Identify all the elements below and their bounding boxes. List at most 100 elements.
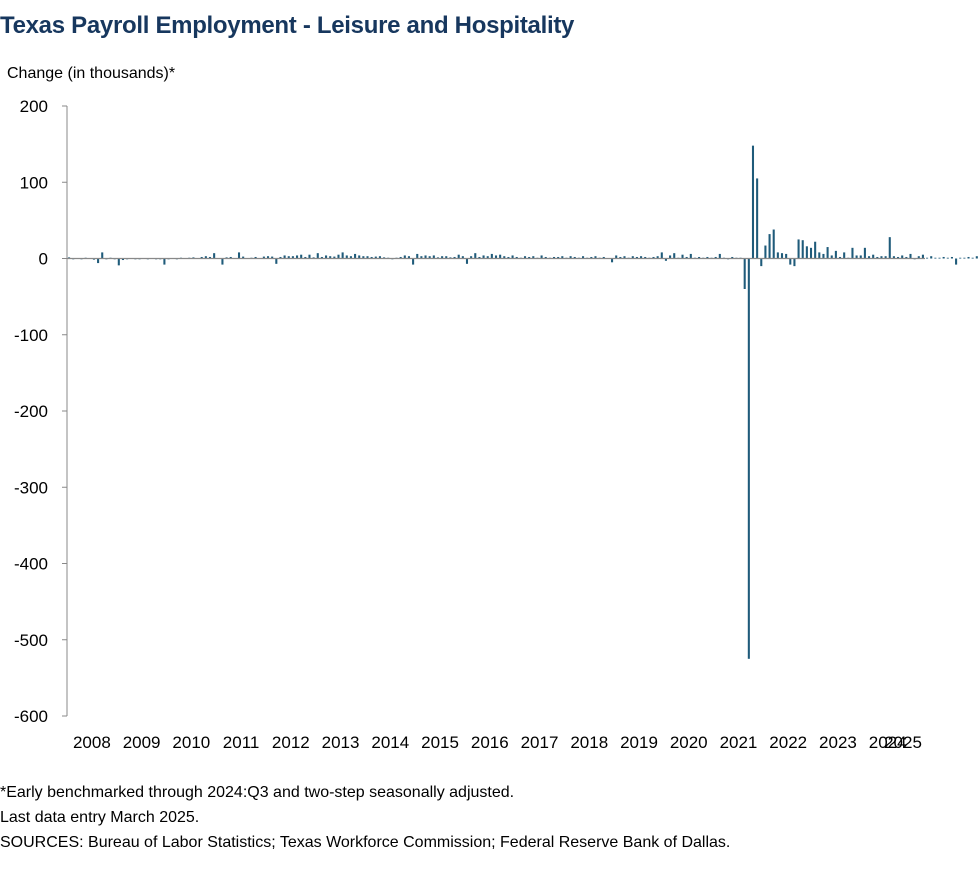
x-tick-label: 2017 — [521, 733, 559, 752]
bar — [669, 255, 672, 259]
bar — [747, 258, 750, 659]
bar — [698, 256, 701, 259]
bar — [955, 258, 958, 265]
bar — [805, 246, 808, 259]
bar — [457, 254, 460, 259]
bar — [416, 253, 419, 259]
bar — [287, 256, 290, 259]
bar — [333, 256, 336, 259]
y-tick-label: -200 — [14, 402, 48, 421]
bar — [461, 256, 464, 259]
bar — [279, 256, 282, 259]
bar — [573, 256, 576, 259]
x-tick-label: 2008 — [73, 733, 111, 752]
bar — [714, 256, 717, 259]
bar — [242, 256, 245, 259]
bar — [366, 256, 369, 259]
bar — [557, 256, 560, 259]
y-tick-label: 200 — [20, 97, 48, 116]
bar — [855, 255, 858, 259]
bar — [370, 256, 373, 259]
y-tick-label: 0 — [39, 250, 48, 269]
bar — [743, 258, 746, 289]
bar — [291, 256, 294, 259]
bar — [470, 256, 473, 259]
bar — [424, 255, 427, 259]
bar — [378, 256, 381, 259]
bar — [644, 256, 647, 259]
x-tick-label: 2014 — [371, 733, 409, 752]
y-tick-label: -500 — [14, 631, 48, 650]
bar — [631, 256, 634, 259]
bar — [793, 258, 796, 267]
bar — [499, 254, 502, 259]
bar — [760, 258, 763, 267]
bar — [897, 256, 900, 259]
bar — [797, 239, 800, 259]
bar — [921, 254, 924, 259]
footnote-adjustment: *Early benchmarked through 2024:Q3 and t… — [0, 784, 515, 801]
x-tick-label: 2016 — [471, 733, 509, 752]
bar — [503, 256, 506, 259]
bar — [354, 253, 357, 259]
bar — [561, 256, 564, 259]
y-tick-label: -400 — [14, 555, 48, 574]
bar — [635, 256, 638, 259]
bar — [640, 256, 643, 259]
bar — [349, 256, 352, 259]
bar — [785, 253, 788, 259]
x-tick-label: 2022 — [769, 733, 807, 752]
bar — [403, 255, 406, 259]
bar — [660, 252, 663, 259]
bar — [706, 256, 709, 259]
bar — [834, 250, 837, 259]
bar — [420, 256, 423, 259]
bar — [358, 255, 361, 259]
bar — [544, 256, 547, 259]
bar — [930, 256, 933, 259]
bar — [300, 254, 303, 259]
bar — [909, 253, 912, 259]
bar — [594, 256, 597, 259]
bar — [271, 256, 274, 259]
bar — [511, 255, 514, 259]
bar — [814, 241, 817, 259]
bar — [325, 255, 328, 259]
bar — [905, 256, 908, 259]
bar — [615, 255, 618, 259]
x-axis-ticks: 2008 2009 2010 2011 2012 2013 2014 2015 2016 2017… — [73, 733, 922, 752]
bar — [296, 255, 299, 259]
bar — [602, 256, 605, 259]
bar — [950, 256, 953, 259]
bar — [101, 252, 104, 259]
bar — [652, 256, 655, 259]
x-tick-label: 2018 — [570, 733, 608, 752]
bar — [971, 257, 974, 259]
bar — [308, 254, 311, 259]
bar — [756, 178, 759, 259]
bar — [959, 257, 962, 259]
bar — [523, 256, 527, 259]
bar — [428, 256, 431, 259]
y-axis-ticks: 200 100 0 -100 -200 -300 -400 -500 -600 — [14, 97, 67, 726]
bar — [540, 255, 543, 259]
bar — [731, 256, 734, 259]
bar — [892, 256, 895, 259]
x-tick-label: 2012 — [272, 733, 310, 752]
y-tick-label: 100 — [20, 173, 48, 192]
bar — [266, 256, 270, 259]
x-tick-label: 2025 — [884, 733, 922, 752]
bar — [213, 253, 216, 259]
bar — [283, 255, 286, 259]
footnotes: *Early benchmarked through 2024:Q3 and t… — [0, 780, 730, 855]
bar — [946, 257, 949, 259]
x-tick-label: 2020 — [670, 733, 708, 752]
bar — [407, 256, 410, 259]
bar — [926, 257, 929, 259]
x-tick-label: 2013 — [322, 733, 360, 752]
bar — [801, 240, 804, 259]
bar — [822, 253, 825, 259]
bar — [465, 258, 469, 264]
bar — [316, 253, 319, 259]
bar — [515, 256, 518, 259]
